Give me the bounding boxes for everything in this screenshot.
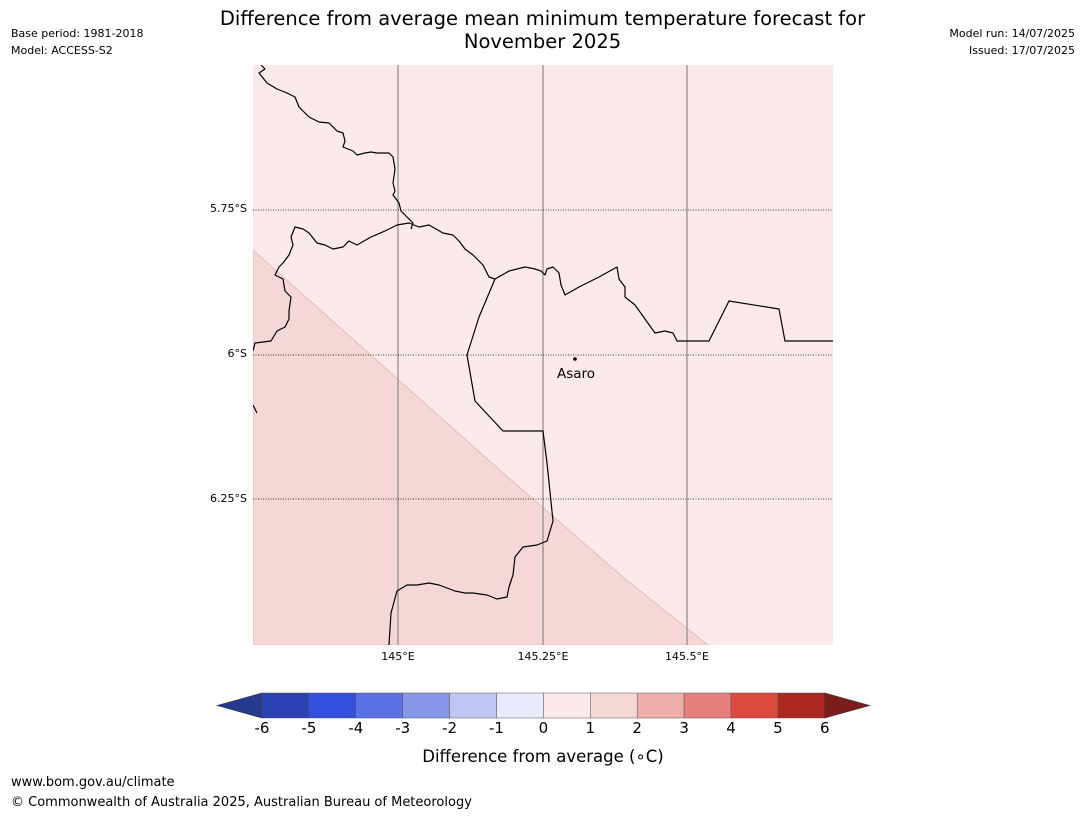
colorbar-segments	[215, 692, 871, 719]
colorbar-segment	[308, 692, 357, 719]
colorbar-tick-label: -4	[348, 719, 364, 737]
colorbar-tick-label: 4	[726, 719, 736, 737]
issued-date: Issued: 17/07/2025	[968, 44, 1075, 57]
colorbar-tick-label: -5	[301, 719, 317, 737]
model-name: Model: ACCESS-S2	[11, 44, 113, 57]
lat-label-6-25s: 6.25°S	[210, 492, 247, 505]
colorbar-label: Difference from average (∘C)	[422, 747, 664, 766]
colorbar-segment	[777, 692, 826, 719]
page-title: Difference from average mean minimum tem…	[130, 7, 955, 53]
colorbar	[215, 692, 871, 719]
border-south	[388, 278, 554, 645]
border-east	[494, 266, 833, 342]
colorbar-segment	[636, 692, 685, 719]
border-fragment-west	[253, 404, 258, 414]
lon-label-145e: 145°E	[381, 650, 415, 663]
colorbar-tick-label: 5	[773, 719, 783, 737]
colorbar-extend-high	[824, 692, 871, 719]
colorbar-tick-label: 1	[585, 719, 596, 737]
border-north	[258, 65, 414, 230]
colorbar-tick-label: -3	[395, 719, 411, 737]
model-run: Model run: 14/07/2025	[949, 27, 1075, 40]
lat-label-6s: 6°S	[227, 347, 247, 360]
colorbar-segment	[402, 692, 450, 719]
base-period: Base period: 1981-2018	[11, 27, 144, 40]
colorbar-segment	[496, 692, 544, 719]
colorbar-segment	[590, 692, 638, 719]
colorbar-tick-label: -1	[489, 719, 504, 737]
lon-label-145-5e: 145.5°E	[665, 650, 709, 663]
colorbar-tick-label: 3	[679, 719, 689, 737]
footer-copyright: © Commonwealth of Australia 2025, Austra…	[11, 795, 472, 810]
colorbar-segment	[449, 692, 497, 719]
place-label-asaro: Asaro	[557, 366, 595, 382]
colorbar-tick-label: 0	[538, 719, 549, 737]
colorbar-segment	[543, 692, 591, 719]
colorbar-extend-low	[215, 692, 263, 719]
colorbar-segment	[261, 692, 310, 719]
border-central	[253, 222, 496, 352]
colorbar-segment	[355, 692, 403, 719]
lat-label-5-75s: 5.75°S	[210, 202, 247, 215]
province-borders	[253, 65, 833, 645]
colorbar-tick-label: 2	[632, 719, 642, 737]
footer-url: www.bom.gov.au/climate	[11, 775, 175, 790]
title-line-2: November 2025	[463, 30, 622, 53]
zone-1-to-2	[253, 249, 709, 645]
colorbar-tick-label: 6	[820, 719, 830, 737]
title-line-1: Difference from average mean minimum tem…	[219, 7, 866, 30]
colorbar-tick-label: -6	[254, 719, 270, 737]
colorbar-tick-label: -2	[442, 719, 458, 737]
forecast-map: Asaro	[253, 65, 833, 645]
lon-label-145-25e: 145.25°E	[517, 650, 569, 663]
colorbar-segment	[730, 692, 779, 719]
colorbar-segment	[683, 692, 732, 719]
asaro-marker-icon	[573, 357, 577, 361]
